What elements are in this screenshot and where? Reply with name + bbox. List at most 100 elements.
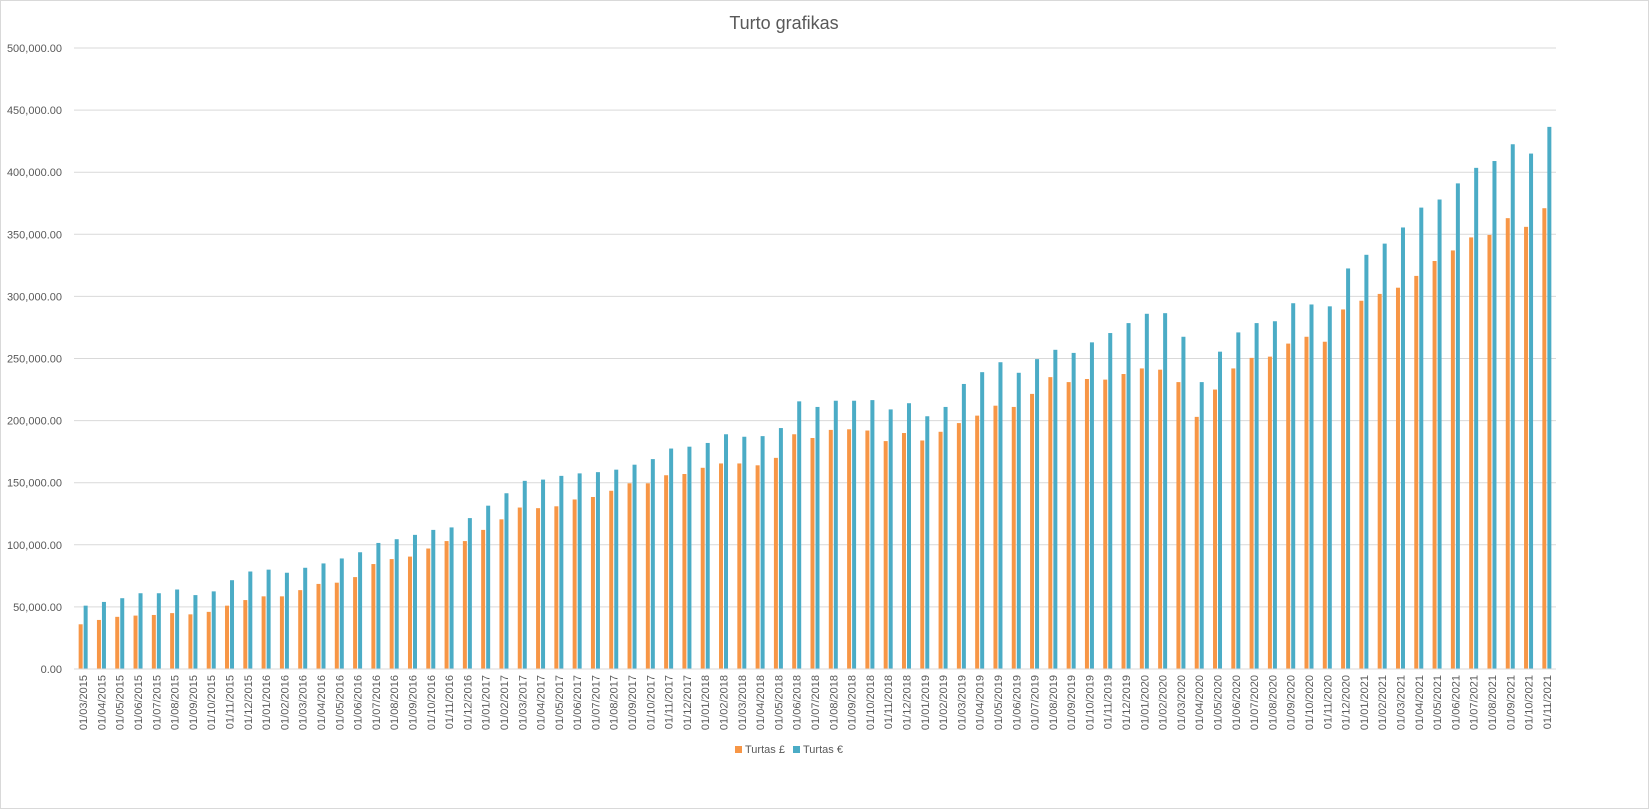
x-tick-label: 01/09/2016 [407,675,419,730]
bar-turtas-gbp [536,508,541,669]
y-tick-label: 350,000.00 [7,229,62,241]
bar-turtas-gbp [865,430,870,669]
x-tick-label: 01/09/2019 [1066,675,1078,730]
bar-turtas-gbp [1450,250,1455,670]
x-tick-label: 01/11/2016 [444,675,456,729]
x-tick-label: 01/10/2015 [206,675,218,730]
x-tick-label: 01/09/2017 [627,675,639,730]
x-tick-label: 01/04/2020 [1194,675,1206,730]
bar-turtas-gbp [151,614,156,669]
bar-turtas-eur [577,473,582,669]
bar-turtas-eur [742,436,747,669]
bar-turtas-eur [650,459,655,669]
bar-turtas-gbp [1359,300,1364,669]
bar-turtas-eur [193,595,198,669]
x-tick-label: 01/05/2019 [993,675,1005,730]
x-tick-label: 01/12/2016 [462,675,474,730]
x-tick-label: 01/05/2018 [773,675,785,730]
bar-turtas-eur [1035,359,1040,669]
bar-turtas-gbp [737,463,742,669]
bar-turtas-gbp [1524,226,1529,669]
bar-turtas-eur [486,505,491,669]
bar-turtas-gbp [371,564,376,669]
bar-turtas-gbp [1505,218,1510,670]
bar-turtas-eur [760,436,765,669]
bar-turtas-eur [1272,321,1277,669]
x-tick-label: 01/04/2021 [1414,675,1426,730]
bar-turtas-eur [431,529,436,669]
x-tick-label: 01/10/2021 [1524,675,1536,730]
bar-turtas-eur [687,446,692,669]
x-tick-label: 01/06/2021 [1450,675,1462,730]
bar-turtas-gbp [1286,343,1291,669]
bar-turtas-gbp [810,437,815,669]
bar-turtas-eur [1053,349,1058,669]
bar-turtas-gbp [1414,275,1419,669]
x-tick-label: 01/09/2018 [847,675,859,730]
bar-turtas-gbp [243,600,248,669]
bar-turtas-eur [870,400,875,669]
bar-turtas-eur [1218,351,1223,669]
bar-turtas-gbp [353,577,358,669]
x-tick-label: 01/09/2015 [188,675,200,730]
bar-turtas-gbp [407,556,412,669]
bar-turtas-eur [1199,382,1204,669]
y-tick-label: 150,000.00 [7,478,62,490]
legend-label-turtas-eur: Turtas € [803,744,843,756]
bar-turtas-gbp [426,548,431,669]
bar-turtas-eur [1254,323,1259,669]
bar-turtas-gbp [1341,309,1346,669]
x-tick-label: 01/03/2016 [298,675,310,730]
bar-turtas-gbp [1322,341,1327,669]
x-tick-label: 01/05/2015 [115,675,127,730]
bar-turtas-eur [1327,306,1332,669]
bar-turtas-eur [925,416,930,669]
chart-title: Turto grafikas [729,13,838,33]
bar-turtas-gbp [847,429,852,669]
bar-turtas-eur [394,539,399,669]
x-tick-label: 01/02/2016 [279,675,291,730]
x-tick-label: 01/06/2018 [792,675,804,730]
x-tick-label: 01/11/2020 [1322,675,1334,729]
x-tick-label: 01/03/2015 [78,675,90,730]
x-tick-label: 01/02/2021 [1377,675,1389,730]
bar-turtas-eur [1144,313,1149,669]
bar-turtas-gbp [1121,374,1126,669]
x-tick-label: 01/05/2021 [1432,675,1444,730]
bar-turtas-eur [120,598,125,669]
x-tick-label: 01/03/2021 [1395,675,1407,730]
x-tick-label: 01/08/2021 [1487,675,1499,730]
bar-turtas-gbp [920,440,925,669]
bar-turtas-eur [156,593,161,669]
bar-turtas-gbp [1176,382,1181,669]
x-tick-label: 01/12/2018 [901,675,913,730]
bar-turtas-gbp [627,483,632,669]
bar-turtas-eur [1437,199,1442,670]
legend: Turtas £ Turtas € [735,744,843,756]
bar-turtas-eur [339,558,344,669]
bar-turtas-eur [614,469,619,669]
bar-turtas-eur [1236,332,1241,669]
bar-turtas-eur [1163,313,1168,669]
bar-turtas-eur [1071,352,1076,669]
y-tick-label: 400,000.00 [7,167,62,179]
bar-turtas-gbp [517,507,522,669]
x-tick-label: 01/01/2018 [700,675,712,730]
x-tick-label: 01/07/2018 [810,675,822,730]
bar-turtas-eur [1455,183,1460,670]
x-tick-label: 01/04/2016 [316,675,328,730]
bar-turtas-gbp [1213,389,1218,669]
x-tick-label: 01/02/2019 [938,675,950,730]
bar-turtas-gbp [572,499,577,669]
x-tick-label: 01/12/2017 [682,675,694,730]
bar-turtas-gbp [261,596,266,669]
bar-turtas-eur [358,552,363,669]
bar-turtas-eur [1126,323,1131,669]
bar-turtas-eur [705,442,710,669]
x-tick-label: 01/08/2020 [1267,675,1279,730]
bar-turtas-gbp [1395,287,1400,669]
x-tick-label: 01/06/2016 [353,675,365,730]
bar-turtas-gbp [1103,379,1108,669]
bar-turtas-eur [815,406,820,669]
